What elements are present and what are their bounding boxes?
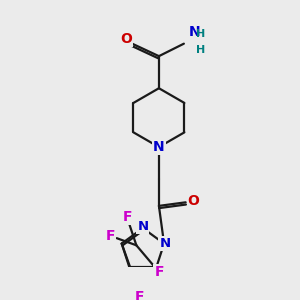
Text: O: O	[120, 32, 132, 46]
Text: N: N	[159, 237, 170, 250]
Text: H: H	[196, 29, 206, 39]
Text: O: O	[188, 194, 200, 208]
Text: F: F	[135, 290, 144, 300]
Text: N: N	[188, 25, 200, 39]
Text: N: N	[137, 220, 148, 233]
Text: H: H	[196, 45, 206, 55]
Text: F: F	[123, 210, 132, 224]
Text: N: N	[153, 140, 165, 154]
Text: F: F	[106, 230, 115, 243]
Text: F: F	[154, 265, 164, 279]
